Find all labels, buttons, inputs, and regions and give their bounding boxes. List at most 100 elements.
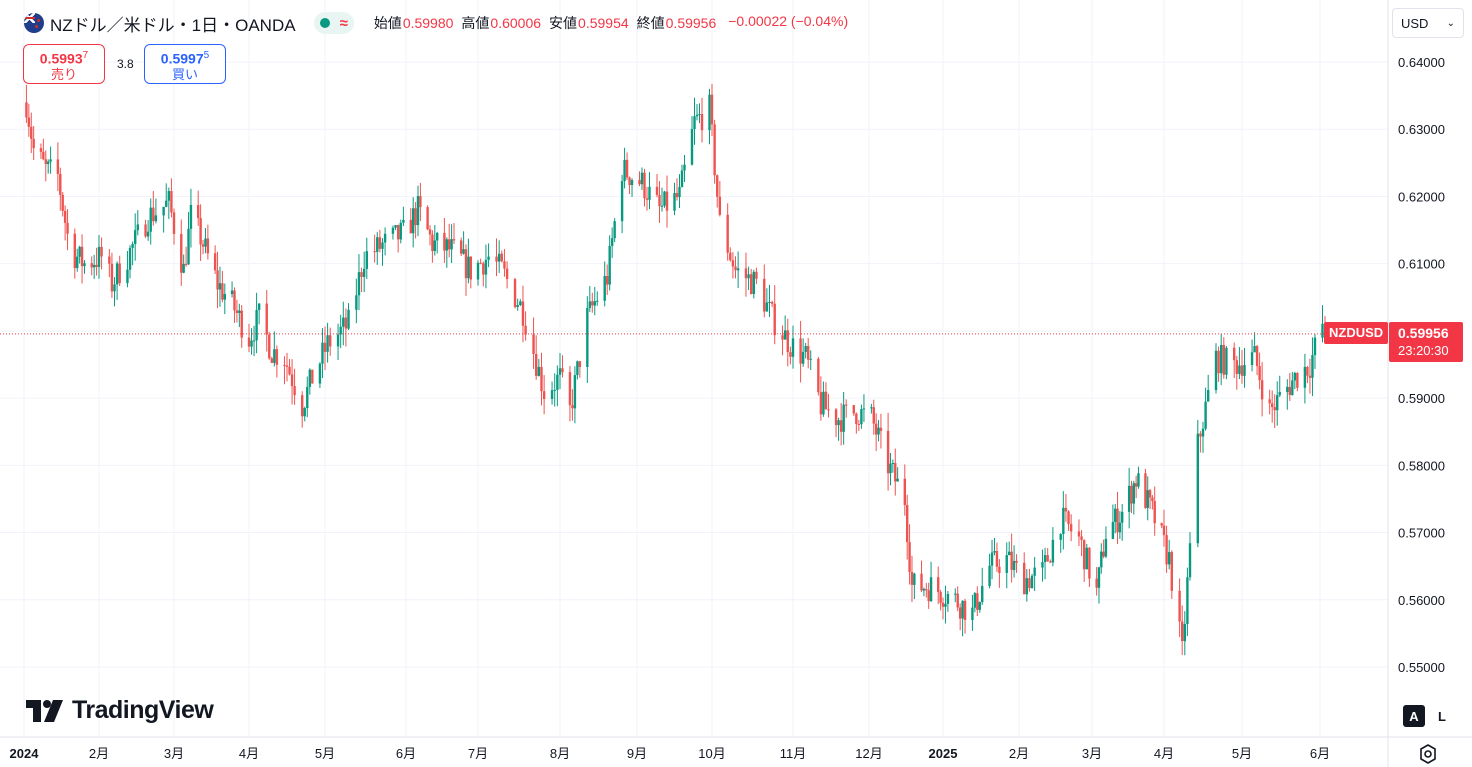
- candle-body: [516, 305, 519, 308]
- candle-body: [532, 334, 535, 355]
- candle-body: [1186, 577, 1189, 624]
- candle-body: [189, 205, 193, 229]
- candle-body: [152, 207, 155, 222]
- candle-body: [1041, 562, 1044, 568]
- price-tick-label: 0.55000: [1398, 660, 1445, 675]
- candle-body: [971, 607, 974, 620]
- currency-value: USD: [1401, 15, 1429, 31]
- candle-body: [165, 200, 168, 207]
- log-scale-button[interactable]: L: [1431, 705, 1453, 727]
- candle-body: [1308, 375, 1312, 378]
- buy-button[interactable]: 0.59975 買い: [144, 44, 226, 84]
- candle-body: [238, 310, 241, 313]
- candle-body: [1160, 523, 1163, 526]
- candle-body: [731, 260, 735, 267]
- candle-body: [42, 151, 45, 160]
- candle-body: [167, 191, 171, 201]
- candle-body: [839, 420, 843, 432]
- candle-body: [170, 191, 173, 213]
- candle-body: [1291, 380, 1294, 396]
- candle-body: [235, 310, 239, 313]
- ohlc-close: 終値0.59956: [636, 15, 717, 31]
- candle-body: [718, 196, 722, 215]
- candle-body: [576, 361, 579, 376]
- candle-body: [645, 198, 649, 200]
- ticker-price-label: NZDUSD: [1324, 322, 1389, 344]
- candle-body: [95, 264, 98, 267]
- candle-body: [963, 600, 967, 620]
- candle-body: [981, 586, 984, 603]
- candle-body: [1100, 551, 1103, 568]
- candle-body: [329, 335, 332, 347]
- candle-body: [993, 550, 996, 553]
- candle-body: [110, 263, 114, 292]
- candle-body: [196, 205, 200, 218]
- candle-body: [855, 413, 858, 424]
- symbol-title[interactable]: NZドル／米ドル・1日・OANDA: [50, 15, 296, 35]
- candle-body: [734, 266, 737, 271]
- candle-body: [342, 317, 345, 327]
- candle-body: [693, 116, 696, 130]
- candle-body: [857, 423, 861, 425]
- candle-body: [464, 249, 468, 279]
- candle-body: [206, 238, 210, 254]
- candle-body: [1051, 539, 1055, 563]
- candle-body: [736, 268, 740, 271]
- candle-body: [571, 405, 574, 409]
- candle-body: [956, 593, 959, 608]
- candle-body: [450, 239, 453, 250]
- candle-body: [1220, 345, 1223, 374]
- candle-body: [765, 302, 769, 312]
- candle-body: [550, 390, 554, 399]
- candle-body: [568, 372, 572, 406]
- time-axis[interactable]: 2024 2月 3月 4月 5月 6月 7月 8月 9月 10月 11月 12月 2025 2月 3月 4月 5…: [10, 746, 1331, 761]
- candle-body: [799, 338, 802, 364]
- candle-body: [1170, 552, 1173, 591]
- symbol-header: NZドル／米ドル・1日・OANDA ≈ 始値0.59980 高値0.60006 …: [24, 8, 848, 38]
- candle-body: [288, 366, 291, 375]
- candle-body: [995, 550, 999, 567]
- candle-body: [452, 239, 456, 241]
- candle-body: [1059, 534, 1062, 540]
- auto-scale-button[interactable]: A: [1403, 705, 1425, 727]
- ohlc-high: 高値0.60006: [461, 15, 542, 31]
- candle-body: [476, 262, 480, 280]
- candle-body: [519, 301, 522, 306]
- candle-body: [221, 283, 224, 300]
- candle-body: [1114, 508, 1117, 522]
- time-tick-label: 2月: [89, 746, 109, 761]
- candle-body: [500, 253, 504, 262]
- candle-body: [643, 172, 646, 199]
- candle-body: [505, 268, 509, 280]
- candle-body: [789, 352, 792, 357]
- candle-body: [827, 409, 830, 411]
- candle-body: [605, 276, 609, 285]
- candle-body: [131, 244, 134, 248]
- candle-body: [1010, 551, 1013, 570]
- time-tick-label: 10月: [698, 746, 725, 761]
- candle-body: [108, 256, 111, 264]
- tradingview-logo[interactable]: TradingView: [26, 696, 214, 725]
- currency-select[interactable]: USD ⌄: [1392, 8, 1464, 38]
- candle-body: [1082, 540, 1086, 570]
- time-tick-label: 2024: [10, 746, 40, 761]
- candle-body: [1250, 352, 1254, 366]
- market-status-pill[interactable]: ≈: [313, 12, 354, 34]
- candle-body: [1104, 538, 1108, 557]
- candle-body: [1046, 555, 1049, 562]
- candle-body: [39, 148, 43, 152]
- candle-body: [558, 368, 562, 375]
- candle-body: [46, 161, 50, 164]
- candle-body: [561, 368, 564, 373]
- sell-button[interactable]: 0.59937 売り: [23, 44, 105, 84]
- candle-body: [860, 409, 863, 425]
- candle-body: [1120, 511, 1124, 523]
- time-tick-label: 4月: [239, 746, 259, 761]
- candle-body: [990, 552, 994, 566]
- candle-body: [487, 256, 490, 260]
- candle-body: [247, 337, 251, 347]
- candle-body: [927, 590, 930, 602]
- nz-flag-icon: [24, 13, 44, 33]
- chart-settings-icon[interactable]: [1416, 742, 1440, 766]
